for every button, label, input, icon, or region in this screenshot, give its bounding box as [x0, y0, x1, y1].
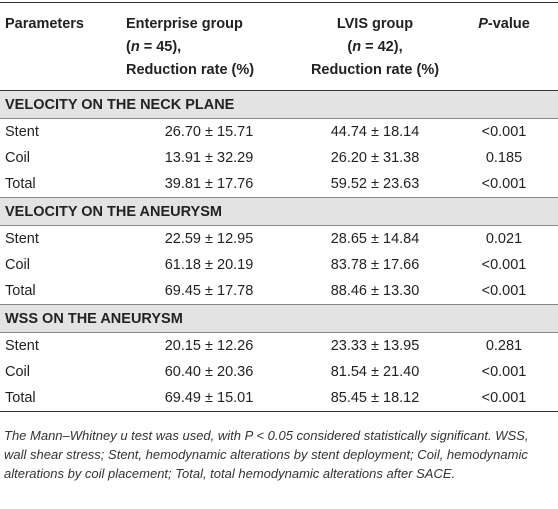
cell: 69.49 ± 15.01: [164, 390, 254, 406]
cell: 88.46 ± 13.30: [330, 283, 420, 299]
cell: 28.65 ± 14.84: [330, 231, 420, 247]
cell: 0.021: [485, 231, 523, 247]
row-label: Total: [5, 176, 36, 192]
cell: 61.18 ± 20.19: [164, 257, 254, 273]
data-row: Stent 26.70 ± 15.71 44.74 ± 18.14 <0.001: [0, 119, 558, 146]
cell: 23.33 ± 13.95: [330, 338, 420, 354]
header-text: Reduction rate (%): [126, 62, 255, 78]
row-label: Total: [5, 283, 36, 299]
cell: 85.45 ± 18.12: [330, 390, 420, 406]
cell: 44.74 ± 18.14: [330, 124, 420, 140]
data-table: Parameters Enterprise group (n = 45), Redu…: [0, 2, 558, 412]
cell: 26.70 ± 15.71: [164, 124, 254, 140]
cell: 83.78 ± 17.66: [330, 257, 420, 273]
data-row: Total 39.81 ± 17.76 59.52 ± 23.63 <0.001: [0, 171, 558, 198]
cell: 13.91 ± 32.29: [164, 150, 254, 166]
table-body: VELOCITY ON THE NECK PLANE Stent 26.70 ± 1…: [0, 90, 558, 412]
cell: <0.001: [481, 364, 527, 380]
cell: <0.001: [481, 390, 527, 406]
data-row: Coil 13.91 ± 32.29 26.20 ± 31.38 0.185: [0, 145, 558, 171]
cell: 26.20 ± 31.38: [330, 150, 420, 166]
header-text: P: [478, 16, 488, 32]
data-row: Stent 20.15 ± 12.26 23.33 ± 13.95 0.281: [0, 333, 558, 360]
header-text: -value: [487, 16, 530, 32]
cell: 20.15 ± 12.26: [164, 338, 254, 354]
section-row: WSS ON THE ANEURYSM: [0, 304, 558, 333]
cell: <0.001: [481, 124, 527, 140]
data-row: Coil 60.40 ± 20.36 81.54 ± 21.40 <0.001: [0, 359, 558, 385]
header-cell: Enterprise group (n = 45), Reduction rate …: [118, 2, 300, 91]
header-text: = 45),: [139, 39, 182, 55]
section-title: WSS ON THE ANEURYSM: [0, 304, 558, 333]
section-title: VELOCITY ON THE ANEURYSM: [0, 197, 558, 226]
cell: <0.001: [481, 176, 527, 192]
data-row: Total 69.49 ± 15.01 85.45 ± 18.12 <0.001: [0, 385, 558, 412]
section-row: VELOCITY ON THE ANEURYSM: [0, 197, 558, 226]
data-row: Coil 61.18 ± 20.19 83.78 ± 17.66 <0.001: [0, 252, 558, 278]
footnote: The Mann–Whitney u test was used, with P…: [4, 428, 529, 481]
header-cell: P-value: [450, 2, 558, 91]
row-label: Stent: [5, 338, 39, 354]
section-row: VELOCITY ON THE NECK PLANE: [0, 90, 558, 119]
row-label: Coil: [5, 364, 30, 380]
cell: 81.54 ± 21.40: [330, 364, 420, 380]
header-text: Parameters: [5, 16, 84, 32]
data-row: Stent 22.59 ± 12.95 28.65 ± 14.84 0.021: [0, 226, 558, 253]
data-row: Total 69.45 ± 17.78 88.46 ± 13.30 <0.001: [0, 278, 558, 305]
header-text: (: [347, 39, 353, 55]
row-label: Coil: [5, 150, 30, 166]
header-text: LVIS group: [336, 16, 414, 32]
cell: 69.45 ± 17.78: [164, 283, 254, 299]
cell: <0.001: [481, 283, 527, 299]
cell: 60.40 ± 20.36: [164, 364, 254, 380]
cell: 0.185: [485, 150, 523, 166]
row-label: Stent: [5, 124, 39, 140]
header-cell: Parameters: [0, 2, 118, 91]
section-title: VELOCITY ON THE NECK PLANE: [0, 90, 558, 119]
header-text: Enterprise group: [126, 16, 243, 32]
header-cell: LVIS group (n = 42), Reduction rate (%): [300, 2, 450, 91]
row-label: Coil: [5, 257, 30, 273]
header-text: = 42),: [361, 39, 403, 55]
cell: 59.52 ± 23.63: [330, 176, 420, 192]
cell: 0.281: [485, 338, 523, 354]
header-text: Reduction rate (%): [310, 62, 440, 78]
row-label: Stent: [5, 231, 39, 247]
header-row: Parameters Enterprise group (n = 45), Redu…: [0, 2, 558, 91]
cell: 22.59 ± 12.95: [164, 231, 254, 247]
header-text: n: [130, 39, 140, 55]
cell: <0.001: [481, 257, 527, 273]
row-label: Total: [5, 390, 36, 406]
header-text: n: [352, 39, 362, 55]
cell: 39.81 ± 17.76: [164, 176, 254, 192]
header-text: (: [126, 39, 131, 55]
